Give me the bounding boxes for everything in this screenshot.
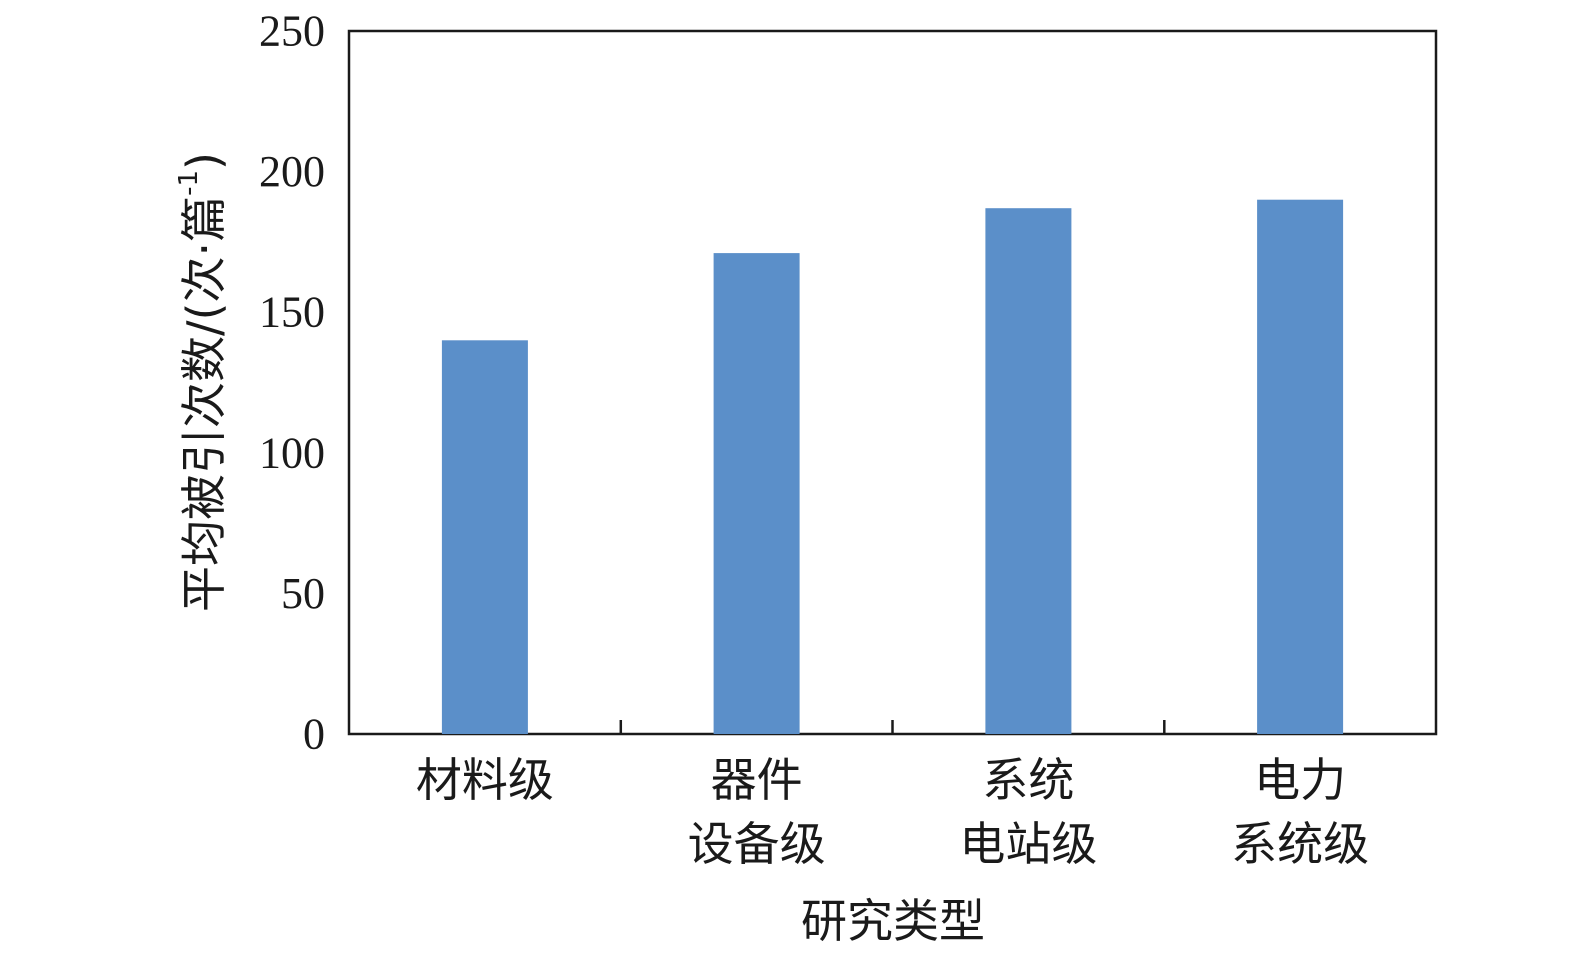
- bar-1: [441, 340, 528, 734]
- y-axis-title-superscript: -1: [174, 170, 204, 196]
- y-tick-label-2: 100: [259, 428, 325, 477]
- x-category-label-2-line-2: 设备级: [688, 817, 826, 871]
- x-category-label-1-line-1: 材料级: [416, 753, 554, 807]
- x-category-label-3-line-2: 电站级: [959, 817, 1097, 871]
- y-tick-label-1: 50: [281, 569, 325, 618]
- x-category-label-2-line-1: 器件: [711, 753, 803, 807]
- x-axis-title: 研究类型: [801, 894, 985, 948]
- y-tick-label-3: 150: [259, 288, 325, 337]
- y-tick-label-5: 250: [259, 7, 325, 56]
- y-ticks-group: 0 50 100 150 200 250: [259, 7, 325, 759]
- y-tick-label-4: 200: [259, 147, 325, 196]
- y-axis-title-main: 平均被引次数/(次·篇: [177, 196, 231, 612]
- y-axis-title: 平均被引次数/(次·篇-1): [174, 152, 231, 612]
- bar-2: [713, 253, 800, 734]
- x-category-label-4-line-1: 电力: [1254, 753, 1346, 807]
- bars-group: [441, 199, 1344, 734]
- x-ticks-group: [619, 720, 1166, 734]
- x-category-label-4-line-2: 系统级: [1231, 817, 1369, 871]
- bar-3: [985, 208, 1072, 734]
- x-category-label-3-line-1: 系统: [982, 753, 1074, 807]
- bar-4: [1257, 199, 1344, 734]
- y-tick-label-0: 0: [303, 710, 325, 759]
- y-axis-title-close: ): [177, 152, 231, 170]
